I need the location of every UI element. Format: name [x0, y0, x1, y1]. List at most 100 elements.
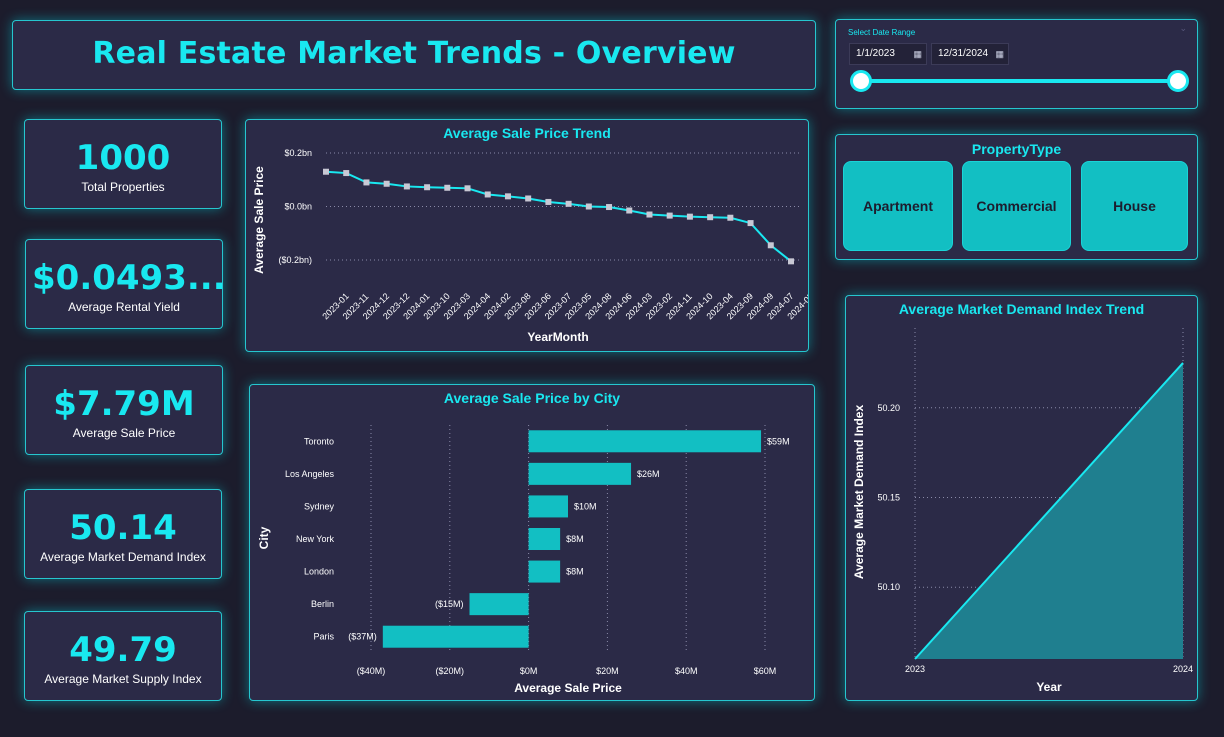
y-axis-label: Average Sale Price: [252, 166, 266, 274]
x-tick-label: ($40M): [357, 666, 386, 676]
x-tick-label: $40M: [675, 666, 698, 676]
property-type-title: PropertyType: [971, 141, 1062, 157]
x-tick-label: $60M: [754, 666, 777, 676]
kpi-card-supply-index: 49.79 Average Market Supply Index: [24, 611, 222, 701]
y-tick-label: 50.10: [877, 582, 900, 592]
date-range-label: Select Date Range: [848, 28, 916, 37]
data-point: [424, 184, 431, 191]
bar: [469, 593, 529, 616]
data-point: [323, 168, 329, 175]
property-type-slicer: PropertyType Apartment Commercial House: [835, 134, 1198, 260]
date-range-track[interactable]: [860, 79, 1178, 83]
x-tick-label: 2024: [1173, 664, 1193, 674]
kpi-card-demand-index: 50.14 Average Market Demand Index: [24, 489, 222, 579]
y-axis-label: City: [257, 526, 271, 549]
kpi-card-sale-price: $7.79M Average Sale Price: [25, 365, 223, 455]
y-tick-label: Paris: [313, 632, 334, 642]
x-axis-label: Average Sale Price: [514, 681, 622, 695]
date-range-end-handle[interactable]: [1167, 70, 1189, 92]
kpi-value: 1000: [75, 138, 171, 178]
data-label: $59M: [767, 436, 790, 446]
y-tick-label: Berlin: [311, 599, 334, 609]
data-label: ($37M): [348, 632, 377, 642]
bar: [528, 462, 632, 485]
data-point: [767, 242, 774, 249]
data-point: [444, 184, 451, 191]
data-point: [525, 195, 532, 202]
y-tick-label: Toronto: [304, 436, 334, 446]
kpi-value: $7.79M: [53, 384, 195, 424]
start-date-input[interactable]: 1/1/2023 ▦: [849, 43, 927, 65]
kpi-card-total-properties: 1000 Total Properties: [24, 119, 222, 209]
bar: [528, 430, 762, 453]
end-date-input[interactable]: 12/31/2024 ▦: [931, 43, 1009, 65]
data-point: [484, 191, 491, 198]
data-point: [707, 214, 714, 221]
demand-index-trend-chart: Average Market Demand Index Trend 50.10 5…: [845, 295, 1198, 701]
data-point: [363, 179, 370, 186]
kpi-value: $0.0493...: [32, 258, 222, 298]
sale-price-by-city-chart: Average Sale Price by City ($40M) ($20M) $…: [249, 384, 815, 701]
chevron-down-icon[interactable]: ⌄: [1179, 24, 1187, 34]
end-date-value: 12/31/2024: [938, 48, 989, 59]
x-axis-label: YearMonth: [527, 330, 588, 344]
y-tick-label: ($0.2bn): [278, 255, 312, 265]
x-tick-label: 2023: [905, 664, 925, 674]
data-point: [646, 211, 653, 218]
bar: [528, 528, 561, 550]
page-title: Real Estate Market Trends - Overview: [92, 36, 736, 71]
data-point: [403, 183, 410, 190]
calendar-icon[interactable]: ▦: [995, 49, 1004, 59]
x-axis-label: Year: [1036, 680, 1062, 694]
property-type-apartment-button[interactable]: Apartment: [843, 161, 953, 251]
data-label: $8M: [566, 567, 584, 577]
data-point: [545, 198, 552, 205]
chart-title: Average Sale Price Trend: [443, 125, 611, 141]
date-range-slicer: Select Date Range ⌄ 1/1/2023 ▦ 12/31/202…: [835, 19, 1198, 109]
bar: [528, 495, 568, 518]
y-tick-label: New York: [296, 534, 335, 544]
data-label: $26M: [637, 469, 660, 479]
title-panel: Real Estate Market Trends - Overview: [12, 20, 816, 90]
y-tick-label: Los Angeles: [285, 469, 335, 479]
start-date-value: 1/1/2023: [856, 48, 895, 59]
x-tick-label: $0M: [520, 666, 538, 676]
date-range-start-handle[interactable]: [850, 70, 872, 92]
property-type-house-button[interactable]: House: [1081, 161, 1188, 251]
data-point: [504, 193, 511, 200]
sale-price-trend-svg: $0.2bn$0.0bn($0.2bn)2023-012023-112024-1…: [252, 148, 808, 344]
y-tick-label: $0.0bn: [284, 202, 312, 212]
bar: [528, 560, 561, 583]
sale-price-trend-chart: Average Sale Price Trend $0.2bn $0.0bn ($0…: [245, 119, 809, 352]
data-point: [727, 214, 734, 221]
kpi-label: Total Properties: [81, 180, 165, 194]
y-tick-label: $0.2bn: [284, 148, 312, 158]
kpi-label: Average Market Supply Index: [44, 672, 202, 686]
series-line: [325, 170, 792, 263]
data-label: $10M: [574, 501, 597, 511]
data-point: [626, 207, 633, 214]
kpi-value: 49.79: [69, 630, 177, 670]
data-point: [464, 185, 471, 192]
chart-title: Average Market Demand Index Trend: [898, 301, 1145, 317]
data-point: [343, 170, 350, 177]
kpi-label: Average Sale Price: [72, 426, 176, 440]
bar: [382, 625, 529, 648]
data-point: [788, 258, 794, 265]
y-tick-label: 50.15: [877, 493, 900, 503]
kpi-value: 50.14: [69, 508, 177, 548]
data-point: [686, 213, 693, 220]
data-point: [666, 212, 673, 219]
data-point: [383, 180, 390, 187]
chart-title: Average Sale Price by City: [443, 390, 621, 406]
y-tick-label: Sydney: [304, 501, 335, 511]
kpi-card-rental-yield: $0.0493... Average Rental Yield: [25, 239, 223, 329]
property-type-commercial-button[interactable]: Commercial: [962, 161, 1071, 251]
y-axis-label: Average Market Demand Index: [852, 405, 866, 580]
calendar-icon[interactable]: ▦: [913, 49, 922, 59]
demand-index-trend-svg: 50.10 50.15 50.20 2023 2024 Year Average Marke…: [852, 328, 1193, 694]
kpi-label: Average Rental Yield: [68, 300, 180, 314]
series-line: [914, 362, 1184, 660]
data-point: [747, 220, 754, 227]
sale-price-by-city-svg: ($40M) ($20M) $0M $20M $40M $60M Toronto $59M Lo…: [257, 425, 790, 695]
